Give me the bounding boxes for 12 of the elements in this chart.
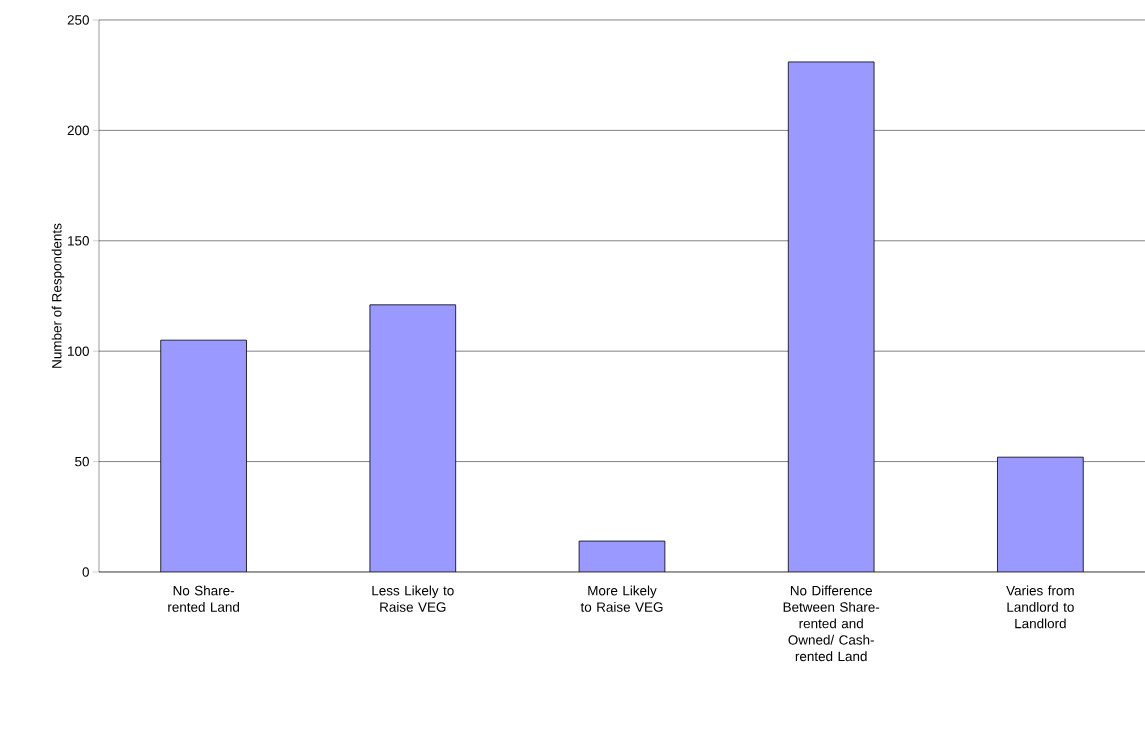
- x-tick-label: Less Likely to Raise VEG: [372, 585, 454, 612]
- y-tick-label: 150: [68, 236, 89, 246]
- x-tick-label: No Difference Between Share-rented and Owned/ Cash-rented Land: [783, 585, 880, 662]
- y-tick-label: 50: [75, 456, 89, 467]
- y-tick-label: 0: [82, 567, 89, 577]
- y-tick-label: 250: [67, 15, 89, 25]
- y-tick-label: 200: [67, 125, 89, 136]
- x-tick-label: More Likely to Raise VEG: [580, 585, 663, 612]
- x-tick-label: Varies from Landlord to Landlord: [1006, 585, 1074, 629]
- y-axis-title: Number of Respondents: [51, 223, 65, 368]
- x-tick-label: No Share-rented Land: [168, 585, 239, 612]
- y-tick-label: 100: [68, 346, 89, 356]
